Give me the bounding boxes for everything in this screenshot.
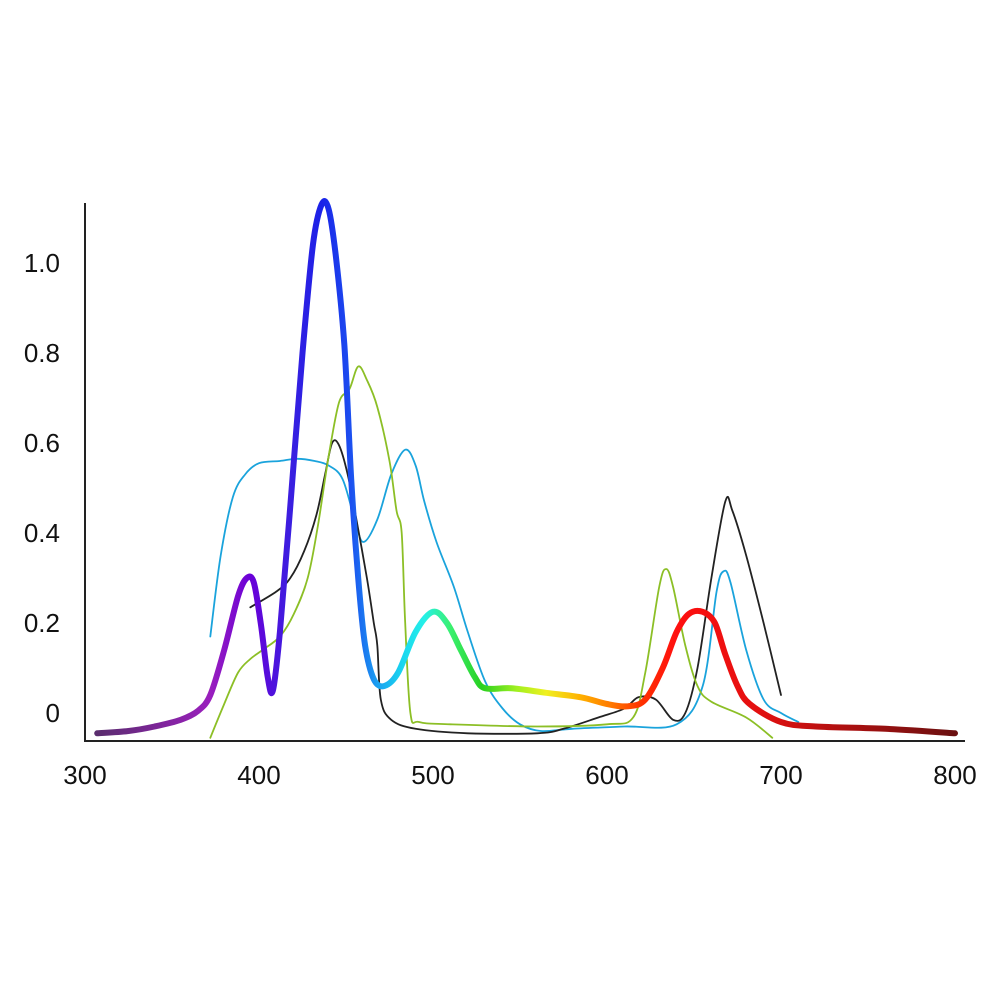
- y-tick-label: 1.0: [24, 248, 60, 278]
- x-tick-label: 300: [63, 760, 106, 790]
- series-line-green: [209, 365, 774, 739]
- x-tick-label: 700: [759, 760, 802, 790]
- y-tick-label: 0.4: [24, 518, 60, 548]
- series-line-cyan: [209, 448, 800, 733]
- y-tick-labels: 0 0.2 0.4 0.6 0.8 1.0: [24, 248, 60, 728]
- y-tick-label: 0.2: [24, 608, 60, 638]
- x-tick-labels: 300 400 500 600 700 800: [63, 760, 976, 790]
- y-tick-label: 0.6: [24, 428, 60, 458]
- y-tick-label: 0.8: [24, 338, 60, 368]
- x-tick-label: 500: [411, 760, 454, 790]
- series-line-spectrum: [94, 198, 958, 737]
- series-layer: [94, 198, 958, 739]
- x-tick-label: 600: [585, 760, 628, 790]
- x-tick-label: 400: [237, 760, 280, 790]
- y-tick-label: 0: [46, 698, 60, 728]
- x-tick-label: 800: [933, 760, 976, 790]
